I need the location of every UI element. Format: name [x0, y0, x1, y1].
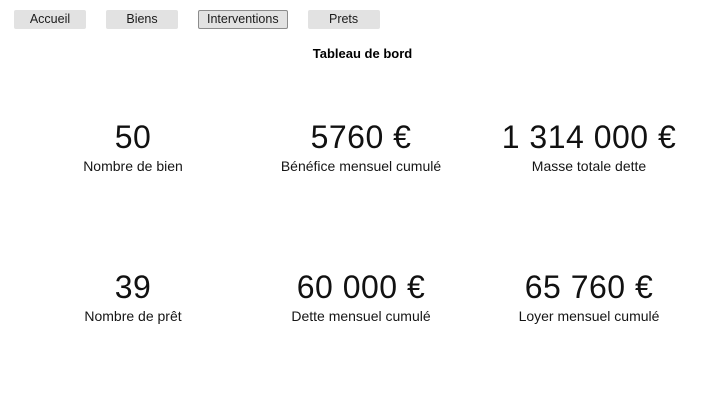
nav-button-interventions[interactable]: Interventions — [198, 10, 288, 29]
stat-label: Nombre de prêt — [84, 308, 182, 324]
stat-card-nombre-de-pret: 39 Nombre de prêt — [19, 268, 247, 326]
dashboard-stats-grid: 50 Nombre de bien 5760 € Bénéfice mensue… — [19, 118, 703, 326]
stat-card-dette-mensuel-cumule: 60 000 € Dette mensuel cumulé — [247, 268, 475, 326]
nav-button-prets[interactable]: Prets — [307, 10, 380, 29]
stat-card-masse-totale-dette: 1 314 000 € Masse totale dette — [475, 118, 703, 176]
stat-value: 60 000 € — [296, 269, 426, 305]
stat-label: Nombre de bien — [83, 158, 183, 174]
stat-value: 65 760 € — [524, 269, 654, 305]
stat-value: 50 — [114, 119, 152, 155]
nav-button-biens[interactable]: Biens — [106, 10, 178, 29]
stat-label: Bénéfice mensuel cumulé — [280, 158, 442, 174]
page-title: Tableau de bord — [312, 46, 413, 61]
stat-card-nombre-de-bien: 50 Nombre de bien — [19, 118, 247, 176]
stat-label: Masse totale dette — [531, 158, 647, 174]
top-navigation: Accueil Biens Interventions Prets — [0, 0, 725, 29]
nav-button-accueil[interactable]: Accueil — [14, 10, 86, 29]
stat-value: 5760 € — [310, 119, 412, 155]
stat-card-loyer-mensuel-cumule: 65 760 € Loyer mensuel cumulé — [475, 268, 703, 326]
stat-label: Loyer mensuel cumulé — [518, 308, 660, 324]
stat-label: Dette mensuel cumulé — [291, 308, 431, 324]
stat-value: 1 314 000 € — [501, 119, 677, 155]
stat-value: 39 — [114, 269, 152, 305]
stat-card-benefice-mensuel-cumule: 5760 € Bénéfice mensuel cumulé — [247, 118, 475, 176]
